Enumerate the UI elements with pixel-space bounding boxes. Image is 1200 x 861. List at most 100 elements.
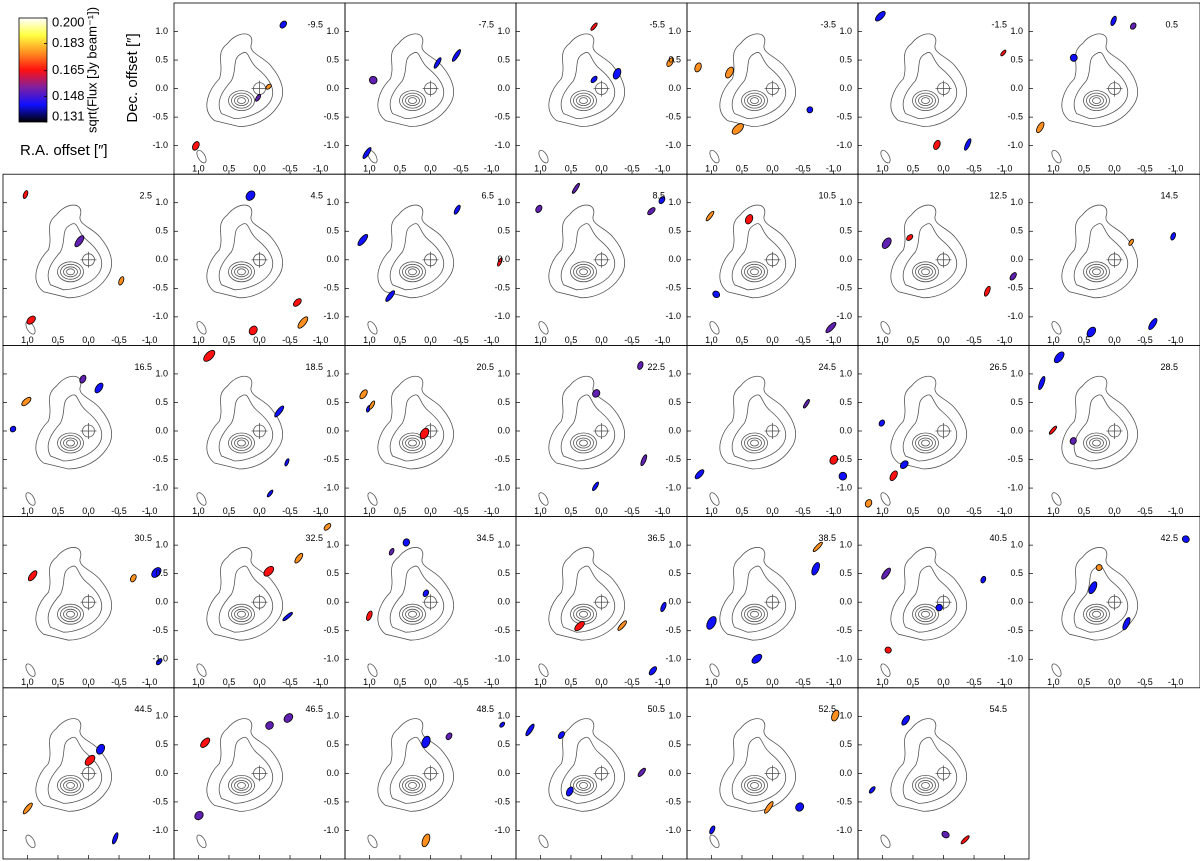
y-tick-label: 0.5 bbox=[668, 739, 681, 749]
channel-velocity: 24.5 bbox=[818, 362, 836, 372]
emission-blob bbox=[694, 62, 702, 73]
x-tick-label: 1.0 bbox=[363, 335, 376, 345]
emission-blob bbox=[705, 210, 715, 222]
emission-blob bbox=[637, 767, 646, 777]
emission-blob bbox=[433, 57, 442, 69]
channel-velocity: 46.5 bbox=[305, 704, 323, 714]
y-tick-label: 0.0 bbox=[668, 425, 681, 435]
y-tick-label: -0.5 bbox=[152, 112, 168, 122]
y-tick-label: 0.0 bbox=[155, 254, 168, 264]
x-tick-label: -0.5 bbox=[966, 506, 982, 516]
y-tick-label: -0.5 bbox=[323, 625, 339, 635]
y-tick-label: -1.0 bbox=[323, 825, 339, 835]
emission-blob bbox=[590, 75, 598, 84]
x-tick-label: 0.0 bbox=[766, 677, 779, 687]
emission-blob bbox=[297, 316, 309, 329]
contours bbox=[194, 204, 284, 337]
emission-blob bbox=[709, 825, 716, 835]
panel: -1.51.00.50.0-0.5-1.01.0 0.5 0.0 -0.5 -1.0 bbox=[836, 2, 1030, 175]
y-tick-label: 0.0 bbox=[155, 597, 168, 607]
y-tick-label: -1.0 bbox=[152, 482, 168, 492]
panel: 20.51.00.50.0-0.5-1.01.0 0.5 0.0 -0.5 -1.0 bbox=[323, 344, 517, 517]
y-tick-label: 0.5 bbox=[1010, 568, 1023, 578]
channel-velocity: 48.5 bbox=[476, 704, 494, 714]
y-tick-label: 1.0 bbox=[326, 368, 339, 378]
panel: 8.51.00.50.0-0.5-1.01.0 0.5 0.0 -0.5 -1.0 bbox=[494, 173, 688, 346]
emission-blob bbox=[706, 616, 717, 630]
emission-blob bbox=[725, 66, 734, 79]
y-tick-label: 1.0 bbox=[839, 197, 852, 207]
x-tick-label: 0.0 bbox=[253, 335, 266, 345]
x-tick-label: 0.5 bbox=[1078, 335, 1091, 345]
x-tick-label: 0.5 bbox=[52, 335, 65, 345]
x-tick-label: -0.5 bbox=[795, 164, 811, 174]
y-tick-label: -1.0 bbox=[323, 140, 339, 150]
x-tick-label: -1.0 bbox=[997, 677, 1013, 687]
emission-blob bbox=[96, 743, 106, 755]
x-tick-label: -1.0 bbox=[655, 506, 671, 516]
panel: 42.5 1.0 0.5 0.0 -0.5 -1.0 1.0 0.5 0.0 -0.5 -1.0 bbox=[1007, 516, 1200, 689]
y-tick-label: -0.5 bbox=[494, 454, 510, 464]
emission-blob bbox=[84, 754, 96, 766]
x-tick-label: 1.0 bbox=[876, 335, 889, 345]
x-tick-label: -0.5 bbox=[111, 506, 127, 516]
emission-blob bbox=[829, 455, 839, 465]
channel-velocity: 6.5 bbox=[481, 191, 494, 201]
contours bbox=[1049, 547, 1139, 679]
x-tick-label: 1.0 bbox=[705, 164, 718, 174]
x-tick-label: 0.0 bbox=[253, 677, 266, 687]
emission-blob bbox=[263, 565, 275, 577]
emission-blob bbox=[1053, 351, 1065, 364]
y-tick-label: 1.0 bbox=[155, 368, 168, 378]
x-tick-label: 0.5 bbox=[52, 506, 65, 516]
emission-blob bbox=[1086, 326, 1097, 338]
emission-blob bbox=[764, 801, 774, 814]
channel-velocity: 18.5 bbox=[305, 362, 323, 372]
x-tick-label: 1.0 bbox=[192, 164, 205, 174]
y-tick-label: 0.0 bbox=[155, 425, 168, 435]
x-tick-label: 0.0 bbox=[253, 164, 266, 174]
panel: 0.5 1.0 0.5 0.0 -0.5 -1.0 1.0 0.5 0.0 -0.5 -1.0 bbox=[1007, 2, 1200, 175]
y-tick-label: 1.0 bbox=[497, 540, 510, 550]
emission-blob bbox=[899, 460, 909, 469]
channel-velocity: 44.5 bbox=[134, 704, 152, 714]
emission-blob bbox=[79, 374, 87, 384]
x-tick-label: -0.5 bbox=[1137, 506, 1153, 516]
y-tick-label: -1.0 bbox=[323, 654, 339, 664]
channel-velocity: 36.5 bbox=[647, 533, 665, 543]
y-tick-label: 0.0 bbox=[497, 254, 510, 264]
x-tick-label: -0.5 bbox=[1137, 677, 1153, 687]
colorbar-tick-label: 0.183 bbox=[52, 35, 85, 50]
y-tick-label: 0.0 bbox=[326, 425, 339, 435]
x-tick-label: -0.5 bbox=[624, 335, 640, 345]
y-tick-label: 1.0 bbox=[497, 368, 510, 378]
emission-blob bbox=[960, 835, 970, 845]
y-tick-label: 0.5 bbox=[155, 397, 168, 407]
x-tick-label: -0.5 bbox=[282, 335, 298, 345]
y-tick-label: -0.5 bbox=[152, 454, 168, 464]
y-tick-label: 0.0 bbox=[497, 768, 510, 778]
x-tick-label: -0.5 bbox=[1137, 335, 1153, 345]
panel: 48.51.00.50.0-0.5-1.0 bbox=[323, 687, 517, 860]
emission-blob bbox=[731, 123, 744, 135]
x-tick-label: 0.5 bbox=[565, 677, 578, 687]
y-tick-label: -0.5 bbox=[323, 454, 339, 464]
y-tick-label: 0.5 bbox=[839, 226, 852, 236]
y-tick-label: -0.5 bbox=[494, 625, 510, 635]
panel: 34.51.00.50.0-0.5-1.01.0 0.5 0.0 -0.5 -1.0 bbox=[323, 516, 517, 689]
x-tick-label: 0.5 bbox=[565, 164, 578, 174]
emission-blob bbox=[279, 20, 287, 29]
channel-velocity: 38.5 bbox=[818, 533, 836, 543]
y-tick-label: 1.0 bbox=[497, 711, 510, 721]
y-tick-label: 0.0 bbox=[326, 254, 339, 264]
emission-blob bbox=[9, 425, 17, 433]
emission-blob bbox=[22, 802, 33, 815]
y-tick-label: 0.5 bbox=[497, 568, 510, 578]
y-tick-label: -1.0 bbox=[152, 825, 168, 835]
x-tick-label: 0.5 bbox=[223, 335, 236, 345]
y-tick-label: -1.0 bbox=[494, 654, 510, 664]
x-tick-label: -1.0 bbox=[826, 164, 842, 174]
y-tick-label: 0.5 bbox=[839, 397, 852, 407]
x-tick-label: 1.0 bbox=[705, 677, 718, 687]
panel: 38.51.00.50.0-0.5-1.01.0 0.5 0.0 -0.5 -1.0 bbox=[665, 516, 859, 689]
